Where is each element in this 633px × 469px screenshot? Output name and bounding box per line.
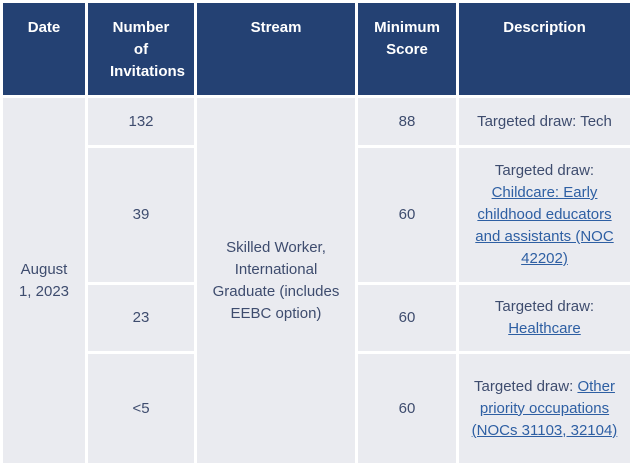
- invitations-value: 39: [132, 206, 150, 223]
- description-text: Targeted draw:: [474, 377, 574, 395]
- cell-description: Targeted draw: Healthcare: [459, 285, 630, 351]
- table-row: <5 60 Targeted draw: Other priority occu…: [3, 354, 630, 463]
- table-row: August 1, 2023 132 Skilled Worker, Inter…: [3, 98, 630, 463]
- invitations-value: 132: [128, 112, 154, 130]
- cell-description: Targeted draw: Tech: [459, 98, 630, 145]
- cell-date: August 1, 2023: [3, 98, 85, 463]
- table-row: 23 60 Targeted draw: Healthcare: [3, 285, 630, 351]
- description-text: Targeted draw:: [494, 162, 595, 179]
- header-description-label: Description: [503, 19, 586, 36]
- min-score-value: 60: [398, 399, 416, 417]
- header-date: Date: [3, 3, 85, 95]
- header-date-label: Date: [27, 19, 61, 36]
- cell-invitations: <5: [88, 354, 194, 463]
- header-invitations-label: Number of Invitations: [110, 19, 186, 80]
- min-score-value: 88: [398, 112, 416, 130]
- cell-min-score: 60: [358, 354, 456, 463]
- cell-invitations: 39: [88, 148, 194, 282]
- stream-value: Skilled Worker, International Graduate (…: [212, 238, 340, 322]
- invitations-value: <5: [132, 399, 150, 417]
- childcare-noc-link[interactable]: Childcare: Early childhood educators and…: [475, 184, 614, 267]
- header-invitations: Number of Invitations: [88, 3, 194, 95]
- cell-min-score: 60: [358, 285, 456, 351]
- cell-stream: Skilled Worker, International Graduate (…: [197, 98, 355, 463]
- description-text: Targeted draw:: [494, 298, 595, 315]
- cell-invitations: 132: [88, 98, 194, 145]
- date-value: August 1, 2023: [18, 260, 70, 300]
- cell-description: Targeted draw: Childcare: Early childhoo…: [459, 148, 630, 282]
- header-stream: Stream: [197, 3, 355, 95]
- header-row: Date Number of Invitations Stream Minimu…: [3, 3, 630, 95]
- min-score-value: 60: [398, 309, 416, 326]
- header-description: Description: [459, 3, 630, 95]
- cell-invitations: 23: [88, 285, 194, 351]
- cell-min-score: 60: [358, 148, 456, 282]
- table-row: 39 60 Targeted draw: Childcare: Early ch…: [3, 148, 630, 282]
- healthcare-link[interactable]: Healthcare: [508, 320, 581, 337]
- cell-description: Targeted draw: Other priority occupation…: [459, 354, 630, 463]
- other-occupations-link[interactable]: Other priority occupations (NOCs 31103, …: [471, 377, 618, 439]
- header-min-score: Minimum Score: [358, 3, 456, 95]
- description-text: Targeted draw: Tech: [477, 112, 612, 130]
- invitations-value: 23: [132, 309, 150, 326]
- cell-min-score: 88: [358, 98, 456, 145]
- header-min-score-label: Minimum Score: [374, 19, 440, 58]
- header-stream-label: Stream: [250, 19, 302, 36]
- min-score-value: 60: [398, 206, 416, 223]
